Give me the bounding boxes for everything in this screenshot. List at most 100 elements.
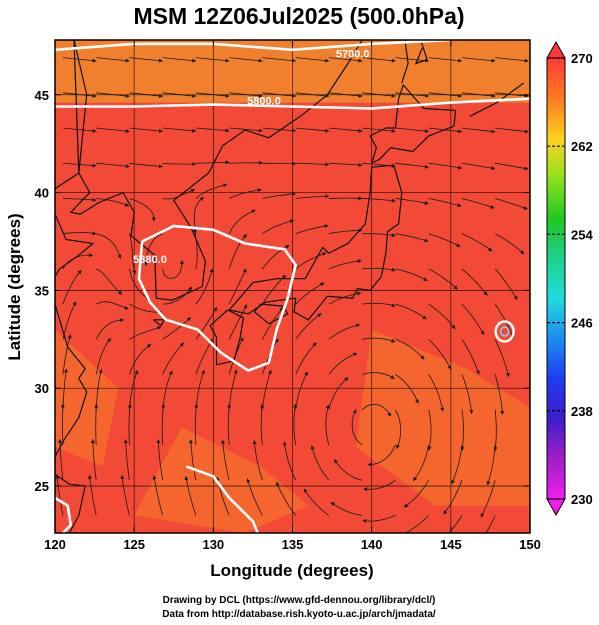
streamline bbox=[129, 303, 163, 315]
streamline bbox=[228, 209, 256, 234]
streamline bbox=[162, 286, 193, 305]
streamline bbox=[330, 501, 363, 516]
streamline bbox=[495, 127, 529, 134]
streamline bbox=[195, 338, 213, 375]
y-tick-label: 45 bbox=[35, 88, 49, 103]
streamline bbox=[228, 268, 247, 305]
contour-labels: 5700.0 5800.0 5880.0 bbox=[133, 49, 369, 266]
streamline bbox=[94, 403, 99, 446]
streamline bbox=[495, 162, 529, 171]
streamline bbox=[293, 403, 298, 446]
streamline bbox=[362, 127, 396, 134]
streamline bbox=[262, 369, 272, 410]
streamline bbox=[96, 57, 130, 63]
streamline bbox=[295, 342, 317, 375]
streamline bbox=[96, 162, 130, 169]
streamline bbox=[162, 188, 196, 200]
coastline bbox=[152, 319, 166, 327]
streamline bbox=[362, 57, 396, 63]
streamline bbox=[227, 403, 232, 446]
streamline bbox=[428, 233, 461, 248]
x-tick-label: 145 bbox=[440, 537, 462, 552]
coastline bbox=[369, 83, 457, 164]
coastline bbox=[209, 309, 245, 366]
map-title: MSM 12Z06Jul2025 (500.0hPa) bbox=[133, 3, 464, 29]
map-area: 5700.0 5800.0 5880.0 bbox=[55, 40, 530, 533]
streamline bbox=[162, 342, 184, 375]
x-tick-label: 150 bbox=[519, 537, 541, 552]
streamline bbox=[262, 127, 296, 133]
streamline bbox=[495, 57, 529, 63]
streamline bbox=[328, 377, 349, 410]
streamline bbox=[262, 274, 287, 305]
streamline bbox=[428, 339, 452, 370]
streamline bbox=[303, 488, 330, 516]
streamline bbox=[495, 92, 529, 98]
x-tick-label: 120 bbox=[44, 537, 66, 552]
y-tick-label: 40 bbox=[35, 186, 49, 201]
streamline bbox=[246, 478, 263, 516]
streamline bbox=[295, 127, 330, 133]
streamline bbox=[328, 323, 361, 340]
streamline bbox=[428, 92, 463, 98]
streamline bbox=[461, 268, 488, 296]
streamline bbox=[62, 334, 72, 375]
coastline bbox=[55, 303, 88, 457]
streamline bbox=[395, 127, 429, 134]
credit-drawing: Drawing by DCL (https://www.gfd-dennou.o… bbox=[163, 595, 436, 606]
streamline bbox=[395, 303, 427, 320]
streamline bbox=[96, 233, 122, 259]
streamline bbox=[362, 372, 395, 379]
streamline bbox=[123, 439, 130, 481]
streamline bbox=[362, 337, 396, 343]
x-tick-label: 125 bbox=[123, 537, 145, 552]
streamline bbox=[162, 260, 184, 279]
coastlines bbox=[55, 40, 525, 533]
streamline bbox=[129, 369, 139, 410]
longitude-ticks: 120 125 130 135 140 145 150 bbox=[44, 40, 541, 552]
streamline bbox=[461, 127, 496, 134]
streamline bbox=[443, 480, 463, 515]
streamline bbox=[90, 438, 97, 481]
streamline bbox=[262, 306, 284, 340]
height-contour bbox=[137, 224, 298, 373]
streamline bbox=[494, 374, 505, 415]
contour-label: 5700.0 bbox=[336, 49, 370, 61]
x-axis-label: Longitude (degrees) bbox=[210, 561, 373, 580]
warm-patch bbox=[134, 427, 309, 533]
streamline bbox=[362, 267, 396, 272]
streamline bbox=[127, 403, 132, 446]
streamline bbox=[494, 339, 510, 378]
streamline bbox=[62, 253, 93, 270]
streamline bbox=[129, 343, 152, 375]
streamline bbox=[192, 227, 198, 269]
streamline bbox=[229, 127, 263, 133]
colorbar-upper-triangle bbox=[546, 40, 566, 59]
streamline bbox=[412, 444, 430, 482]
colorbar-tick-label: 246 bbox=[571, 316, 593, 331]
height-contour bbox=[185, 465, 259, 533]
streamline bbox=[129, 268, 151, 300]
streamline bbox=[428, 198, 462, 208]
streamline bbox=[495, 198, 528, 210]
coastline bbox=[228, 164, 403, 321]
streamline bbox=[461, 198, 495, 209]
streamline bbox=[295, 371, 308, 410]
y-tick-label: 30 bbox=[35, 381, 49, 396]
coastline bbox=[401, 40, 409, 84]
streamline bbox=[395, 198, 429, 205]
streamline bbox=[428, 162, 463, 170]
streamline bbox=[162, 317, 191, 340]
x-tick-label: 140 bbox=[361, 537, 383, 552]
streamline bbox=[362, 162, 396, 168]
coastline bbox=[55, 40, 80, 190]
streamline bbox=[362, 92, 396, 98]
streamline bbox=[295, 313, 322, 340]
streamline bbox=[62, 231, 97, 236]
streamline bbox=[252, 440, 263, 481]
streamline bbox=[362, 233, 396, 238]
coastline bbox=[69, 40, 363, 301]
streamline bbox=[60, 403, 65, 446]
streamline bbox=[195, 92, 230, 98]
streamline bbox=[403, 479, 430, 508]
